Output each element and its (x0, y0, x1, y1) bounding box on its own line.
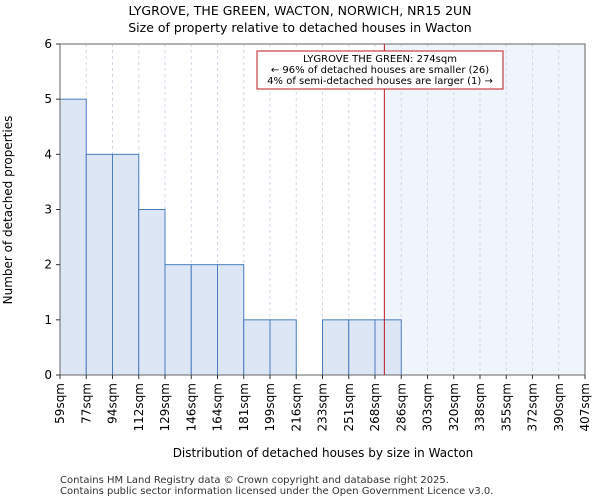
y-tick-label: 0 (44, 368, 52, 382)
bar-94sqm (112, 153, 140, 376)
x-tick-label: 129sqm (158, 383, 172, 431)
annotation-line-3: 4% of semi-detached houses are larger (1… (267, 76, 493, 87)
x-tick-label: 320sqm (447, 383, 461, 431)
x-tick-label: 112sqm (132, 383, 146, 431)
x-tick-label: 268sqm (368, 383, 382, 431)
x-tick-label: 355sqm (499, 383, 513, 431)
x-tick-label: 372sqm (526, 383, 540, 431)
y-tick-label: 1 (44, 313, 52, 327)
x-tick-label: 181sqm (237, 383, 251, 431)
x-tick-label: 216sqm (289, 383, 303, 431)
footer-line-1: Contains HM Land Registry data © Crown c… (60, 475, 449, 486)
x-tick-label: 303sqm (421, 383, 435, 431)
larger-region-shade (384, 44, 585, 375)
bar-233sqm (322, 319, 350, 376)
footer-line-2: Contains public sector information licen… (60, 486, 493, 497)
annotation-box (256, 50, 504, 90)
x-tick-label: 407sqm (578, 383, 592, 431)
x-axis-label: Distribution of detached houses by size … (173, 446, 474, 460)
x-tick-label: 59sqm (53, 383, 67, 424)
annotation-line-2: ← 96% of detached houses are smaller (26… (271, 65, 489, 76)
x-tick-label: 146sqm (184, 383, 198, 431)
x-tick-label: 199sqm (263, 383, 277, 431)
x-tick-label: 338sqm (473, 383, 487, 431)
bar-146sqm (190, 264, 218, 376)
bar-77sqm (85, 153, 113, 376)
bar-251sqm (348, 319, 376, 376)
y-tick-label: 2 (44, 258, 52, 272)
bar-199sqm (269, 319, 297, 376)
y-tick-label: 4 (44, 147, 52, 161)
x-tick-label: 94sqm (106, 383, 120, 424)
chart-title: LYGROVE, THE GREEN, WACTON, NORWICH, NR1… (128, 3, 471, 18)
bar-112sqm (138, 209, 166, 376)
y-tick-label: 5 (44, 92, 52, 106)
y-tick-label: 6 (44, 37, 52, 51)
bar-129sqm (164, 264, 192, 376)
bar-164sqm (217, 264, 245, 376)
x-tick-label: 233sqm (316, 383, 330, 431)
x-tick-label: 286sqm (394, 383, 408, 431)
x-tick-label: 164sqm (211, 383, 225, 431)
x-tick-label: 251sqm (342, 383, 356, 431)
bar-59sqm (59, 98, 87, 376)
chart-subtitle: Size of property relative to detached ho… (128, 20, 471, 35)
bar-181sqm (243, 319, 271, 376)
annotation-line-1: LYGROVE THE GREEN: 274sqm (303, 54, 457, 65)
x-tick-label: 77sqm (79, 383, 93, 424)
y-axis-label: Number of detached properties (1, 116, 15, 305)
bar-268sqm (374, 319, 402, 376)
x-tick-label: 390sqm (552, 383, 566, 431)
y-tick-label: 3 (44, 203, 52, 217)
